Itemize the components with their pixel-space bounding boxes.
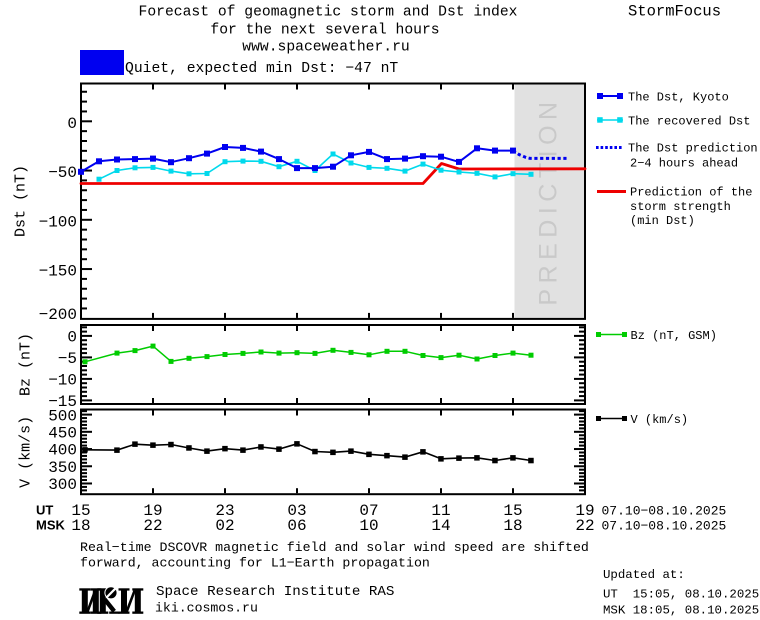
svg-text:(min Dst): (min Dst)	[630, 214, 695, 228]
svg-text:07: 07	[359, 502, 378, 520]
svg-text:for the next several hours: for the next several hours	[210, 23, 439, 39]
svg-text:−200: −200	[39, 306, 77, 324]
svg-text:−15: −15	[48, 393, 77, 411]
svg-text:www.spaceweather.ru: www.spaceweather.ru	[242, 40, 409, 56]
svg-text:Dst (nT): Dst (nT)	[13, 165, 30, 237]
svg-text:iki.cosmos.ru: iki.cosmos.ru	[155, 601, 258, 616]
svg-text:The Dst, Kyoto: The Dst, Kyoto	[628, 91, 729, 105]
svg-text:14: 14	[431, 517, 450, 535]
svg-text:22: 22	[575, 517, 594, 535]
svg-text:UT: UT	[36, 503, 53, 518]
svg-text:Updated at:: Updated at:	[603, 568, 685, 582]
svg-text:MSK: MSK	[36, 518, 66, 533]
svg-text:450: 450	[48, 425, 77, 443]
svg-text:02: 02	[215, 517, 234, 535]
svg-text:Quiet, expected min Dst: −47 n: Quiet, expected min Dst: −47 nT	[125, 61, 398, 77]
svg-text:forward, accounting for L1−Ear: forward, accounting for L1−Earth propaga…	[80, 556, 430, 571]
svg-text:−100: −100	[39, 213, 77, 231]
svg-text:V (km/s): V (km/s)	[631, 413, 689, 427]
svg-text:storm strength: storm strength	[630, 200, 731, 214]
svg-text:03: 03	[287, 502, 306, 520]
svg-text:−10: −10	[48, 372, 77, 390]
svg-text:11: 11	[431, 502, 450, 520]
svg-text:18: 18	[503, 517, 522, 535]
svg-text:Bz (nT, GSM): Bz (nT, GSM)	[631, 329, 717, 343]
svg-text:−150: −150	[39, 263, 77, 281]
svg-text:300: 300	[48, 476, 77, 494]
svg-text:0: 0	[67, 115, 77, 133]
svg-text:The recovered Dst: The recovered Dst	[628, 115, 750, 129]
svg-text:PREDICTION: PREDICTION	[535, 96, 563, 305]
svg-text:The Dst prediction: The Dst prediction	[628, 142, 758, 156]
svg-text:Prediction of the: Prediction of the	[630, 186, 752, 200]
svg-text:22: 22	[143, 517, 162, 535]
svg-text:Real−time DSCOVR magnetic fiel: Real−time DSCOVR magnetic field and sola…	[80, 540, 589, 555]
svg-text:07.10−08.10.2025: 07.10−08.10.2025	[602, 504, 727, 519]
svg-text:StormFocus: StormFocus	[628, 3, 721, 21]
svg-text:10: 10	[359, 517, 378, 535]
svg-text:19: 19	[575, 502, 594, 520]
svg-text:350: 350	[48, 459, 77, 477]
svg-text:18: 18	[71, 517, 90, 535]
svg-text:−50: −50	[48, 164, 77, 182]
svg-text:400: 400	[48, 442, 77, 460]
svg-text:23: 23	[215, 502, 234, 520]
svg-text:Forecast of geomagnetic storm: Forecast of geomagnetic storm and Dst in…	[139, 5, 518, 21]
svg-text:2−4 hours ahead: 2−4 hours ahead	[630, 157, 738, 171]
svg-text:0: 0	[67, 329, 77, 347]
svg-text:−5: −5	[58, 350, 77, 368]
svg-text:Bz (nT): Bz (nT)	[18, 333, 35, 396]
svg-text:500: 500	[48, 407, 77, 425]
svg-text:MSK 18:05, 08.10.2025: MSK 18:05, 08.10.2025	[603, 604, 759, 618]
svg-text:19: 19	[143, 502, 162, 520]
svg-text:15: 15	[71, 502, 90, 520]
svg-text:07.10−08.10.2025: 07.10−08.10.2025	[602, 519, 727, 534]
svg-text:15: 15	[503, 502, 522, 520]
svg-text:UT 15:05, 08.10.2025: UT 15:05, 08.10.2025	[603, 588, 759, 602]
svg-text:V (km/s): V (km/s)	[18, 416, 35, 488]
svg-text:Space Research Institute RAS: Space Research Institute RAS	[156, 584, 394, 600]
svg-text:06: 06	[287, 517, 306, 535]
